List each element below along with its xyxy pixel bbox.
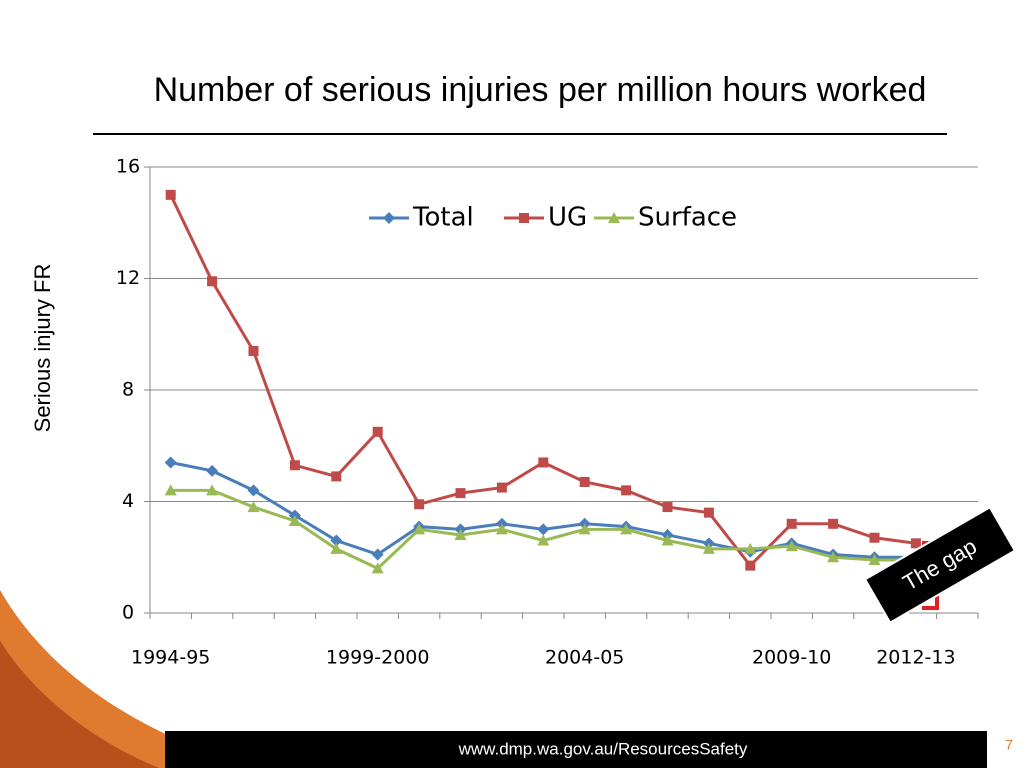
page-number: 7: [1005, 737, 1013, 753]
x-tick-label: 1994-95: [131, 647, 210, 669]
x-tick-label: 2009-10: [752, 647, 831, 669]
gap-callout: The gap: [863, 505, 1017, 625]
marker: [744, 542, 757, 554]
marker: [578, 523, 591, 535]
marker: [537, 523, 550, 536]
marker: [537, 534, 550, 546]
y-tick-label: 12: [116, 267, 140, 289]
marker: [868, 554, 881, 566]
marker: [247, 484, 260, 497]
marker: [785, 540, 798, 552]
decor-swoosh: [0, 640, 160, 768]
legend-label: UG: [548, 203, 587, 233]
marker: [828, 518, 839, 529]
plot: 0 4 8 12 16 1994-95 1999-2000 2004-05 2009-10 201…: [116, 156, 979, 669]
marker: [371, 562, 384, 574]
marker: [330, 542, 343, 554]
y-tick-label: 4: [122, 490, 134, 512]
marker: [164, 456, 177, 469]
y-tick-label: 8: [122, 379, 134, 401]
y-tick-label: 0: [122, 602, 134, 624]
marker: [454, 528, 467, 540]
y-axis-label: Serious injury FR: [30, 264, 55, 433]
marker: [786, 518, 797, 529]
marker: [248, 345, 259, 356]
footer-bar: [165, 731, 987, 768]
marker: [869, 532, 880, 543]
legend-label: Surface: [638, 203, 737, 233]
marker: [207, 276, 218, 287]
marker: [165, 189, 176, 200]
legend-label: Total: [412, 203, 474, 233]
marker: [383, 212, 395, 224]
marker: [538, 457, 549, 468]
marker: [620, 523, 633, 535]
slide-title: Number of serious injuries per million h…: [154, 71, 927, 109]
marker: [495, 523, 508, 535]
marker: [288, 515, 301, 527]
marker: [330, 534, 343, 547]
series-line: [169, 194, 917, 568]
y-tick-label: 16: [116, 156, 140, 178]
marker: [608, 212, 620, 223]
marker: [206, 464, 219, 477]
marker: [745, 560, 756, 571]
marker: [164, 484, 177, 496]
decor-swoosh: [0, 590, 260, 768]
marker: [827, 551, 840, 563]
marker: [519, 213, 529, 223]
marker: [910, 538, 921, 549]
x-tick-label: 1999-2000: [326, 647, 430, 669]
marker: [455, 488, 466, 499]
marker: [247, 501, 260, 513]
marker: [661, 534, 674, 546]
callout-box: [863, 505, 1017, 625]
marker: [413, 523, 426, 535]
marker: [414, 499, 425, 510]
x-tick-label: 2004-05: [545, 647, 624, 669]
marker: [621, 485, 632, 496]
marker: [703, 507, 714, 518]
marker: [206, 484, 219, 496]
marker: [496, 482, 507, 493]
x-tick-label: 2012-13: [876, 647, 955, 669]
marker: [371, 548, 384, 561]
marker: [662, 502, 673, 513]
footer-url: www.dmp.wa.gov.au/ResourcesSafety: [458, 739, 748, 758]
marker: [579, 476, 590, 487]
marker: [372, 426, 383, 437]
marker: [289, 460, 300, 471]
marker: [702, 542, 715, 554]
marker: [331, 471, 342, 482]
